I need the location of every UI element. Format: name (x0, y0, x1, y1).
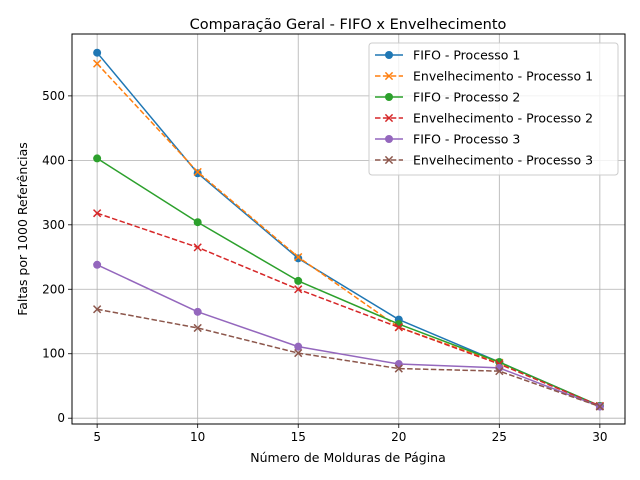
data-point (193, 243, 202, 252)
legend-entry: FIFO - Processo 1 (375, 48, 520, 63)
marker-stroke (595, 402, 604, 411)
legend-marker (385, 135, 393, 143)
marker-stroke (294, 252, 303, 262)
marker-stroke (294, 285, 303, 294)
legend-marker (384, 71, 394, 81)
series-5 (93, 260, 604, 411)
marker-stroke (193, 167, 202, 177)
y-tick-label: 400 (42, 153, 65, 167)
y-axis: 0 100 200 300 400 500 (42, 89, 72, 425)
x-tick-label: 30 (592, 430, 607, 444)
marker-stroke (294, 348, 303, 358)
marker-stroke (394, 364, 403, 373)
legend-label: FIFO - Processo 2 (413, 90, 520, 105)
x-tick-label: 15 (291, 430, 306, 444)
series-line (96, 264, 601, 408)
marker-stroke (193, 323, 202, 333)
legend-entry: Envelhecimento - Processo 3 (375, 153, 593, 168)
y-tick-label: 0 (57, 411, 65, 425)
legend-marker (384, 113, 394, 123)
marker-stroke (193, 243, 202, 252)
marker-stroke (384, 113, 394, 123)
data-point (93, 209, 102, 218)
data-point (294, 276, 303, 285)
y-tick-label: 100 (42, 347, 65, 361)
legend-label: FIFO - Processo 1 (413, 48, 520, 63)
series-layer (93, 48, 604, 411)
data-point (193, 323, 202, 333)
legend-label: Envelhecimento - Processo 2 (413, 111, 593, 126)
legend-marker (384, 155, 394, 165)
series-line (96, 308, 601, 408)
data-point (294, 252, 303, 262)
legend: FIFO - Processo 1 Envelhecimento - Proces… (368, 42, 619, 176)
legend-box (368, 42, 619, 176)
data-point (294, 348, 303, 358)
data-point (294, 254, 303, 263)
y-tick-label: 300 (42, 218, 65, 232)
series-3 (93, 154, 604, 410)
data-point (93, 260, 102, 269)
series-line (96, 212, 601, 407)
data-point (93, 48, 102, 57)
x-axis: 5 10 15 20 25 30 (93, 424, 608, 444)
data-point (495, 367, 504, 376)
legend-entry: FIFO - Processo 3 (375, 132, 520, 147)
legend-entry: Envelhecimento - Processo 2 (375, 111, 593, 126)
y-tick-label: 200 (42, 282, 65, 296)
marker-stroke (394, 323, 403, 332)
data-point (193, 167, 202, 177)
series-line (96, 63, 601, 407)
y-tick-label: 500 (42, 89, 65, 103)
data-point (595, 402, 604, 411)
marker-stroke (384, 71, 394, 81)
legend-entry: FIFO - Processo 2 (375, 90, 520, 105)
marker-stroke (93, 59, 102, 68)
legend-marker (385, 51, 393, 59)
series-line (96, 157, 601, 407)
marker-stroke (93, 305, 102, 314)
data-point (93, 154, 102, 163)
chart-title: Comparação Geral - FIFO x Envelhecimento (190, 17, 507, 33)
x-tick-label: 10 (190, 430, 205, 444)
data-point (93, 305, 102, 314)
series-6 (93, 305, 604, 411)
marker-stroke (93, 209, 102, 218)
data-point (93, 59, 102, 68)
plot-frame (71, 33, 626, 425)
x-tick-label: 5 (93, 430, 101, 444)
data-point (294, 342, 303, 351)
x-axis-label: Número de Molduras de Página (250, 450, 446, 465)
data-point (394, 360, 403, 369)
y-axis-label: Faltas por 1000 Referências (15, 142, 30, 316)
data-point (394, 323, 403, 332)
data-point (193, 169, 202, 178)
data-point (193, 307, 202, 316)
data-point (193, 218, 202, 227)
data-point (394, 364, 403, 373)
legend-entry: Envelhecimento - Processo 1 (375, 69, 593, 84)
x-tick-label: 20 (391, 430, 406, 444)
legend-label: Envelhecimento - Processo 1 (413, 69, 593, 84)
series-4 (93, 209, 604, 411)
marker-stroke (495, 367, 504, 376)
x-tick-label: 25 (492, 430, 507, 444)
legend-label: FIFO - Processo 3 (413, 132, 520, 147)
legend-label: Envelhecimento - Processo 3 (413, 153, 593, 168)
marker-stroke (384, 155, 394, 165)
data-point (294, 285, 303, 294)
legend-marker (385, 93, 393, 101)
